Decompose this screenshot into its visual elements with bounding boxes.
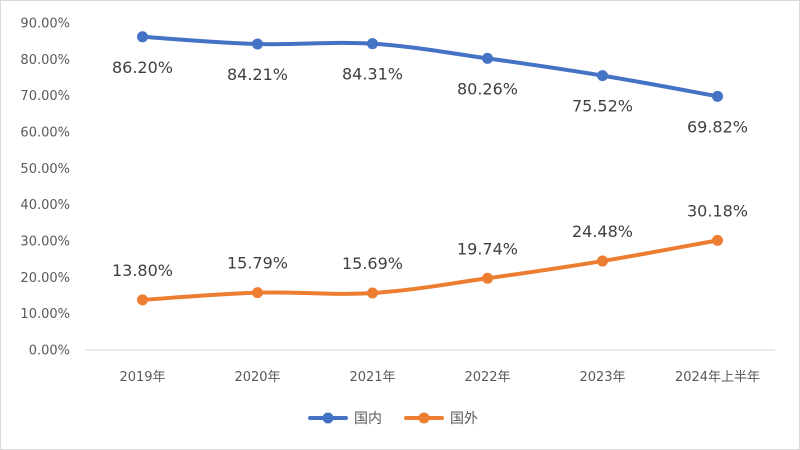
legend-label: 国内 (354, 411, 382, 427)
data-point (252, 38, 263, 50)
legend-marker (322, 412, 334, 424)
y-tick-label: 70.00% (20, 89, 70, 104)
data-point (137, 31, 148, 43)
data-label: 69.82% (687, 117, 748, 136)
data-point (252, 287, 263, 299)
data-label: 84.21% (227, 65, 288, 84)
data-label: 30.18% (687, 201, 748, 220)
data-point (482, 272, 493, 284)
x-tick-label: 2022年 (464, 370, 510, 385)
y-tick-label: 0.00% (29, 344, 70, 359)
x-tick-label: 2023年 (579, 370, 625, 385)
data-label: 86.20% (112, 58, 173, 77)
data-label: 15.69% (342, 254, 403, 273)
y-tick-label: 90.00% (20, 17, 70, 32)
data-label: 15.79% (227, 254, 288, 273)
y-tick-label: 50.00% (20, 162, 70, 177)
data-point (137, 294, 148, 306)
data-point (367, 287, 378, 299)
data-point (712, 234, 723, 246)
data-label: 75.52% (572, 97, 633, 116)
x-tick-label: 2021年 (349, 370, 395, 385)
legend-item-foreign: 国外 (404, 411, 478, 427)
data-label: 24.48% (572, 222, 633, 241)
data-point (367, 38, 378, 50)
legend-item-domestic: 国内 (308, 411, 382, 427)
data-label: 84.31% (342, 65, 403, 84)
series-line-foreign (140, 238, 720, 302)
x-tick-label: 2019年 (119, 370, 165, 385)
data-point (597, 70, 608, 82)
x-tick-label: 2024年上半年 (675, 370, 760, 385)
y-tick-label: 60.00% (20, 126, 70, 141)
legend-marker (418, 412, 430, 424)
data-point (712, 90, 723, 102)
series-line-domestic (140, 34, 720, 99)
y-tick-label: 80.00% (20, 53, 70, 68)
data-label: 13.80% (112, 261, 173, 280)
y-tick-label: 40.00% (20, 198, 70, 213)
y-tick-label: 20.00% (20, 271, 70, 286)
data-point (482, 52, 493, 64)
y-tick-label: 30.00% (20, 235, 70, 250)
data-point (597, 255, 608, 267)
x-tick-label: 2020年 (234, 370, 280, 385)
data-label: 19.74% (457, 239, 518, 258)
data-label: 80.26% (457, 79, 518, 98)
y-tick-label: 10.00% (20, 307, 70, 322)
legend-label: 国外 (450, 411, 478, 427)
